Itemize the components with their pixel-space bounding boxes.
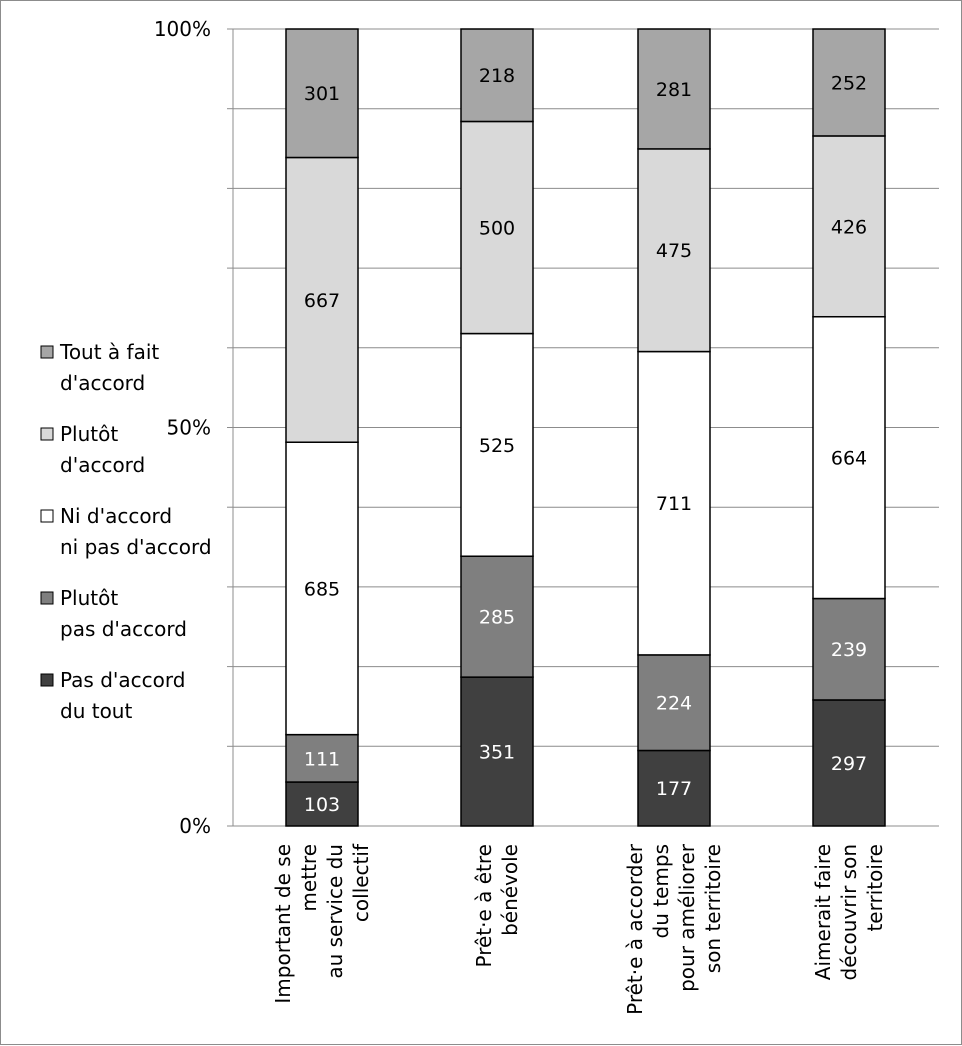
y-axis: 0% 50% 100% — [154, 17, 211, 838]
bar-segment — [460, 120, 534, 335]
data-label: 224 — [656, 693, 692, 715]
category-label-line: mettre — [297, 844, 321, 912]
category-label-line: son territoire — [701, 844, 725, 973]
bar-segment — [460, 676, 534, 827]
legend-label: Ni d'accord — [60, 504, 172, 528]
data-label: 218 — [479, 65, 515, 87]
bar-segment — [812, 135, 886, 318]
y-tick-label: 100% — [154, 17, 211, 41]
data-label: 252 — [831, 72, 867, 94]
data-label: 475 — [656, 240, 692, 262]
bar-segment — [460, 28, 534, 123]
category-label-line: territoire — [863, 844, 887, 932]
bar-segment — [812, 699, 886, 827]
data-label: 525 — [479, 435, 515, 457]
category-label-line: au service du — [323, 844, 347, 979]
category-label-line: Aimerait faire — [811, 844, 835, 980]
legend-label: ni pas d'accord — [60, 535, 212, 559]
legend-label: d'accord — [60, 453, 145, 477]
category-label: Aimerait faire découvrir son territoire — [811, 844, 887, 980]
legend-label: Pas d'accord — [60, 668, 185, 692]
legend-label: Plutôt — [60, 422, 118, 446]
bar-segment — [460, 555, 534, 678]
data-label: 103 — [304, 794, 340, 816]
category-label: Important de se mettre au service du collec… — [271, 843, 373, 1004]
legend-label: d'accord — [60, 371, 145, 395]
legend-swatch — [40, 673, 54, 687]
bar-segment — [812, 28, 886, 137]
bar-segment — [637, 28, 711, 150]
bar-segment — [637, 350, 711, 656]
category-label-line: Important de se — [271, 844, 295, 1004]
y-tick-label: 50% — [167, 416, 211, 440]
category-label-line: Prêt·e à être — [472, 844, 496, 968]
legend-swatch — [40, 591, 54, 605]
data-label: 351 — [479, 742, 515, 764]
data-label: 301 — [304, 83, 340, 105]
data-label: 239 — [831, 639, 867, 661]
data-label: 285 — [479, 607, 515, 629]
bar-stacks: 103 111 685 667 301 351 285 525 500 218 177 224 711 4… — [285, 28, 886, 827]
category-label-line: du temps — [649, 844, 673, 938]
legend-label: pas d'accord — [60, 617, 187, 641]
legend: Tout à fait d'accord Plutôt d'accord Ni d'ac… — [40, 340, 212, 723]
category-label: Prêt·e à accorder du temps pour améliorer s… — [623, 843, 725, 1015]
legend-swatch — [40, 509, 54, 523]
data-label: 664 — [831, 448, 867, 470]
bar-segment — [285, 781, 359, 827]
data-label: 177 — [656, 778, 692, 800]
data-label: 297 — [831, 753, 867, 775]
bar-segment — [637, 148, 711, 353]
legend-label: du tout — [60, 699, 132, 723]
bar-segment — [812, 597, 886, 701]
bar-segment — [460, 332, 534, 557]
bar-segment — [285, 28, 359, 159]
category-label-line: bénévole — [498, 844, 522, 936]
bar-segment — [637, 654, 711, 752]
legend-label: Tout à fait — [59, 340, 159, 364]
legend-swatch — [40, 345, 54, 359]
legend-label: Plutôt — [60, 586, 118, 610]
category-label-line: découvrir son — [837, 844, 861, 980]
data-label: 426 — [831, 216, 867, 238]
bar-segment — [285, 733, 359, 783]
bar-segment — [812, 315, 886, 600]
category-label-line: collectif — [349, 843, 373, 922]
data-label: 667 — [304, 290, 340, 312]
data-label: 685 — [304, 578, 340, 600]
data-label: 500 — [479, 218, 515, 240]
category-label-line: pour améliorer — [675, 843, 699, 992]
data-label: 711 — [656, 493, 692, 515]
data-label: 111 — [304, 748, 340, 770]
data-label: 281 — [656, 79, 692, 101]
y-tick-label: 0% — [179, 814, 211, 838]
bar-segment — [637, 749, 711, 827]
category-label: Prêt·e à être bénévole — [472, 844, 522, 968]
legend-swatch — [40, 427, 54, 441]
x-axis: Important de se mettre au service du collec… — [271, 843, 887, 1015]
category-label-line: Prêt·e à accorder — [623, 843, 647, 1015]
